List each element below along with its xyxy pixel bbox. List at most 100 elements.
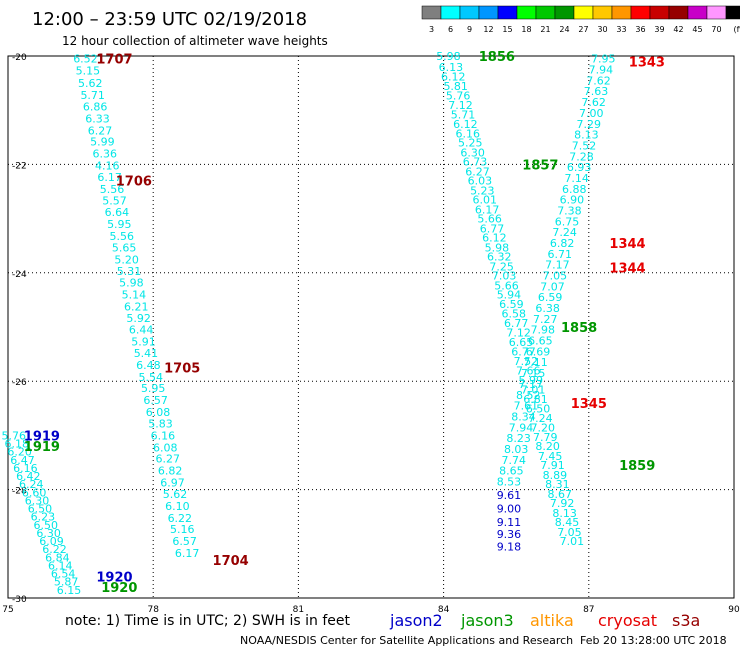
scale-label: 42 [673,25,683,34]
wave-height-point: 6.08 [153,441,178,454]
wave-height-point: 6.60 [22,486,47,499]
wave-height-point: 5.65 [112,241,137,254]
wave-height-point: 6.22 [168,512,193,525]
scale-swatch [421,5,442,20]
x-tick-label: 87 [583,605,594,615]
scale-swatch [440,5,461,20]
wave-height-point: 5.66 [477,213,502,226]
wave-height-point: 7.27 [533,313,558,326]
scale-swatch [611,5,632,20]
wave-height-point: 6.44 [129,324,154,337]
wave-height-point: 7.11 [523,356,548,369]
wave-height-point: 7.01 [521,383,546,396]
wave-height-point: 6.16 [456,128,481,141]
y-tick-label: -24 [12,270,27,280]
wave-height-point: 8.31 [545,478,570,491]
wave-height-point: 8.20 [535,440,560,453]
wave-height-point: 6.12 [453,118,478,131]
scale-label: 70 [711,25,721,34]
pass-time-label: 1706 [116,175,152,190]
wave-height-point: 5.87 [54,576,79,589]
wave-height-point: 7.79 [533,431,558,444]
scale-swatch [573,5,594,20]
wave-height-point: 7.61 [514,400,539,413]
wave-height-point: 8.13 [574,129,599,142]
wave-height-point: 5.41 [134,347,159,360]
pass-time-label: 1859 [619,459,655,474]
scale-label: 30 [597,25,607,34]
wave-height-point: 6.08 [146,406,171,419]
pass-time-label: 1858 [561,321,597,336]
pass-time-label: 1344 [609,237,645,252]
wave-height-point: 6.58 [502,307,527,320]
wave-height-point: 5.16 [170,523,195,536]
wave-height-point: 7.52 [514,355,539,368]
wave-height-point: 5.71 [80,89,105,102]
wave-height-point: 6.50 [526,402,551,415]
wave-height-point: 8.23 [506,432,531,445]
y-tick-label: -20 [12,53,27,63]
scale-label: 24 [559,25,569,34]
wave-height-point: 5.99 [90,136,115,149]
wave-height-point: 5.95 [141,382,166,395]
wave-height-point: 6.50 [34,519,59,532]
scale-label: 21 [540,25,550,34]
wave-height-point: 9.00 [497,503,522,516]
wave-height-point: 6.57 [143,394,168,407]
wave-height-point: 6.27 [155,453,180,466]
pass-time-label: 1920 [101,581,137,596]
wave-height-point: 7.12 [448,99,473,112]
wave-height-point: 5.15 [76,65,101,78]
wave-height-point: 5.71 [451,109,476,122]
satellite-legend-item: s3a [672,611,700,630]
wave-height-point: 8.03 [504,443,529,456]
wave-height-point: 6.57 [172,535,197,548]
wave-height-point: 8.52 [516,389,541,402]
scale-label: 45 [692,25,702,34]
wave-height-point: 6.73 [463,156,488,169]
wave-height-point: 6.77 [504,317,529,330]
wave-height-point: 6.13 [439,61,464,74]
wave-height-point: 6.84 [45,551,70,564]
wave-height-point: 6.18 [4,438,29,451]
chart-title: 12:00 – 23:59 UTC 02/19/2018 [32,9,307,30]
scale-swatch [687,5,708,20]
wave-height-point: 7.74 [502,454,527,467]
pass-time-label: 1345 [571,397,607,412]
wave-height-point: 7.95 [591,53,616,66]
wave-height-point: 6.33 [85,112,110,125]
wave-height-point: 5.98 [119,277,144,290]
wave-height-point: 6.27 [465,165,490,178]
wave-height-point: 7.15 [521,367,546,380]
scale-label: 33 [616,25,626,34]
chart-subtitle: 12 hour collection of altimeter wave hei… [62,34,328,48]
wave-height-point: 6.86 [83,100,108,113]
pass-time-label: 1919 [24,429,60,444]
pass-time-label: 1919 [24,440,60,455]
wave-height-point: 6.12 [441,71,466,84]
wave-height-point: 7.01 [560,535,585,548]
pass-time-label: 1343 [629,55,665,70]
wave-height-point: 6.01 [472,194,497,207]
scale-swatch [516,5,537,20]
satellite-legend: jason2 jason3 altika cryosat s3a [389,611,700,630]
pass-time-label: 1344 [609,261,645,276]
wave-height-point: 5.99 [518,374,543,387]
wave-height-point: 7.05 [557,526,582,539]
wave-height-point: 8.89 [543,469,568,482]
pass-time-label: 1920 [96,570,132,585]
wave-height-point: 5.25 [458,137,483,150]
footer-note: note: 1) Time is in UTC; 2) SWH is in fe… [65,613,351,629]
scale-swatch [668,5,689,20]
wave-height-point: 8.45 [555,516,580,529]
wave-height-point: 6.71 [548,248,573,261]
y-tick-label: -30 [12,595,27,605]
wave-height-point: 7.38 [557,204,582,217]
wave-height-point: 7.94 [509,421,534,434]
scale-swatch [630,5,651,20]
wave-height-point: 9.11 [497,516,522,529]
y-tick-label: -28 [12,487,27,497]
wave-height-point: 7.29 [577,118,602,131]
